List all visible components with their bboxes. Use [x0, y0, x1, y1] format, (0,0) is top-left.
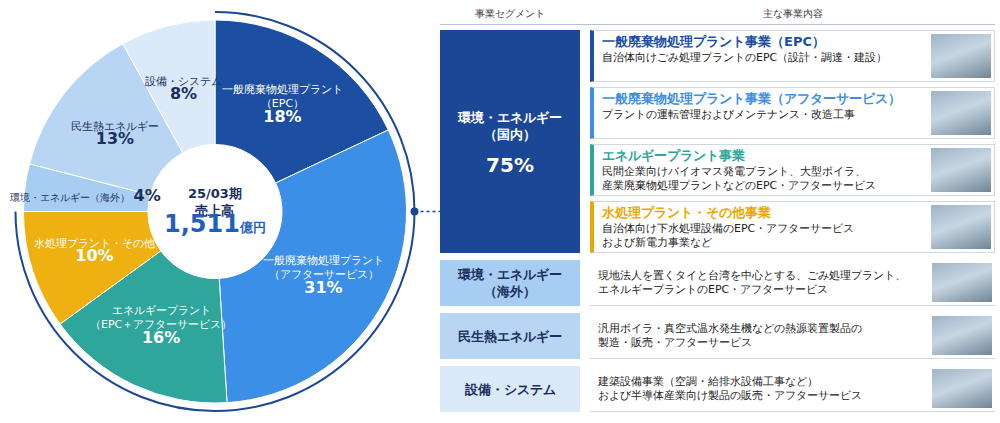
html-text:建築設備事業（空調・給排水設備工事など）: 建築設備事業（空調・給排水設備工事など） — [598, 375, 818, 388]
html-text:民生熱エネルギー: 民生熱エネルギー — [458, 328, 562, 344]
html-text:汎用ボイラ・真空式温水発生機などの熱源装置製品の: 汎用ボイラ・真空式温水発生機などの熱源装置製品の — [598, 322, 862, 335]
html-text:プラントの運転管理およびメンテナンス・改造工事: プラントの運転管理およびメンテナンス・改造工事 — [602, 108, 855, 121]
svg-text:25/03期売上高1,511億円: 25/03期売上高1,511億円 — [164, 186, 266, 238]
html-text:および半導体産業向け製品の販売・アフターサービス: および半導体産業向け製品の販売・アフターサービス — [598, 389, 862, 402]
html-text:主な事業内容: 主な事業内容 — [762, 8, 823, 19]
html-text:製造・販売・アフターサービス: 製造・販売・アフターサービス — [598, 336, 752, 349]
svg-text:設備・システム8%: 設備・システム8% — [145, 75, 222, 103]
html-text:75%: 75% — [486, 153, 534, 177]
html-text:（海外）: （海外） — [484, 284, 536, 299]
html-text:産業廃棄物処理プラントなどのEPC・アフターサービス: 産業廃棄物処理プラントなどのEPC・アフターサービス — [602, 179, 877, 192]
html-text:自治体向け下水処理設備のEPC・アフターサービス: 自治体向け下水処理設備のEPC・アフターサービス — [602, 222, 855, 235]
html-text:一般廃棄物処理プラント事業（EPC）: 一般廃棄物処理プラント事業（EPC） — [602, 34, 825, 49]
svg-text:環境・エネルギー（海外） 4%: 環境・エネルギー（海外） 4% — [10, 186, 161, 205]
html-text:現地法人を置くタイと台湾を中心とする、ごみ処理プラント、: 現地法人を置くタイと台湾を中心とする、ごみ処理プラント、 — [598, 269, 906, 282]
html-text:（国内）: （国内） — [484, 127, 536, 142]
html-text:環境・エネルギー: 環境・エネルギー — [458, 110, 562, 125]
html-text:環境・エネルギー: 環境・エネルギー — [458, 267, 562, 282]
svg-text:一般廃棄物処理プラント（アフターサービス）31%: 一般廃棄物処理プラント（アフターサービス）31% — [263, 254, 384, 297]
html-text:事業セグメント: 事業セグメント — [475, 8, 545, 19]
svg-text:エネルギープラント（EPC＋アフターサービス）16%: エネルギープラント（EPC＋アフターサービス）16% — [90, 304, 232, 347]
html-text:設備・システム: 設備・システム — [464, 381, 556, 397]
html-text:エネルギープラント事業: エネルギープラント事業 — [602, 148, 745, 163]
html-text:一般廃棄物処理プラント事業（アフターサービス）: 一般廃棄物処理プラント事業（アフターサービス） — [602, 91, 901, 106]
html-text:民間企業向けバイオマス発電プラント、大型ボイラ、: 民間企業向けバイオマス発電プラント、大型ボイラ、 — [602, 165, 866, 178]
svg-text:水処理プラント・その他10%: 水処理プラント・その他10% — [34, 237, 155, 265]
svg-text:一般廃棄物処理プラント（EPC）18%: 一般廃棄物処理プラント（EPC）18% — [222, 83, 343, 126]
html-text:水処理プラント・その他事業: 水処理プラント・その他事業 — [602, 205, 771, 220]
html-text:および新電力事業など: および新電力事業など — [602, 236, 712, 249]
html-text:自治体向けごみ処理プラントのEPC（設計・調達・建設）: 自治体向けごみ処理プラントのEPC（設計・調達・建設） — [602, 51, 888, 64]
html-text:エネルギープラントのEPC・アフターサービス: エネルギープラントのEPC・アフターサービス — [598, 283, 829, 296]
svg-text:民生熱エネルギー13%: 民生熱エネルギー13% — [71, 120, 159, 148]
